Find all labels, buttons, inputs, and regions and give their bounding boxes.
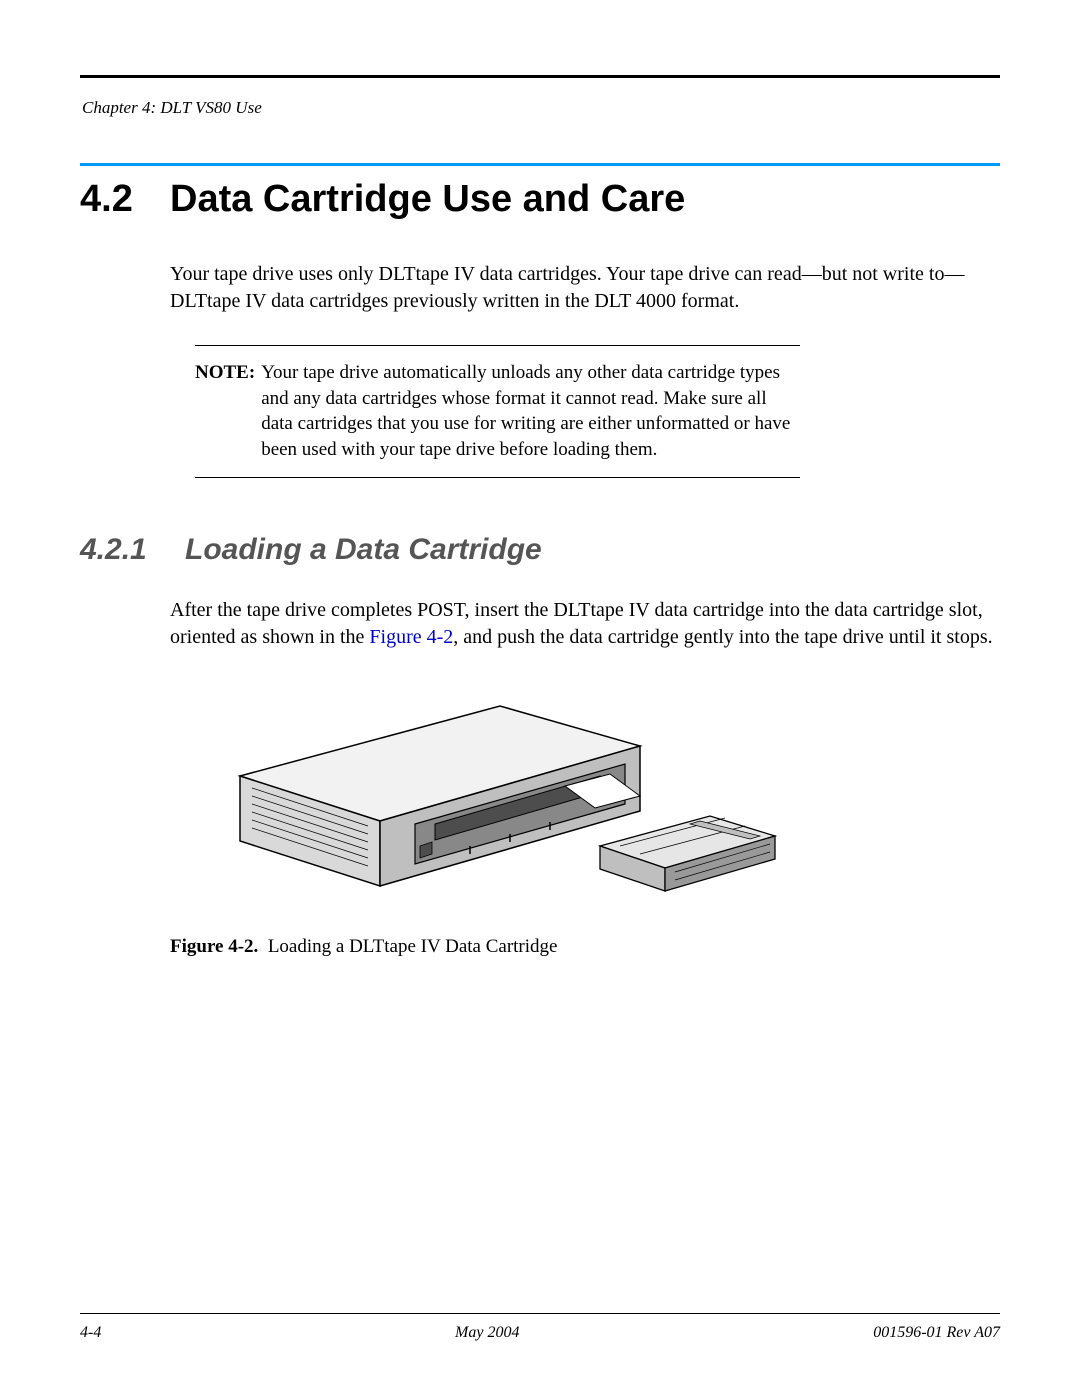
subsection-number: 4.2.1 <box>80 533 185 567</box>
subsection-text-after: , and push the data cartridge gently int… <box>453 626 992 648</box>
subsection-body: After the tape drive completes POST, ins… <box>170 597 1000 651</box>
figure-caption-body: Loading a DLTtape IV Data Cartridge <box>268 936 558 957</box>
top-rule <box>80 75 1000 78</box>
section-title: Data Cartridge Use and Care <box>170 178 685 221</box>
note-box: NOTE: Your tape drive automatically unlo… <box>195 345 800 478</box>
section-heading: 4.2 Data Cartridge Use and Care <box>80 178 1000 221</box>
note-text: Your tape drive automatically unloads an… <box>261 360 800 463</box>
chapter-header: Chapter 4: DLT VS80 Use <box>80 98 1000 118</box>
footer-doc-id: 001596-01 Rev A07 <box>873 1324 1000 1342</box>
figure-illustration <box>170 696 1000 916</box>
section-number: 4.2 <box>80 178 170 221</box>
section-intro-text: Your tape drive uses only DLTtape IV dat… <box>170 261 1000 315</box>
subsection-title: Loading a Data Cartridge <box>185 533 542 567</box>
figure-reference-link[interactable]: Figure 4-2 <box>369 626 453 648</box>
footer-page-number: 4-4 <box>80 1324 101 1342</box>
figure-label: Figure 4-2. <box>170 936 258 957</box>
section-rule <box>80 163 1000 166</box>
figure-caption: Figure 4-2. Loading a DLTtape IV Data Ca… <box>170 936 1000 958</box>
subsection-heading: 4.2.1 Loading a Data Cartridge <box>80 533 1000 567</box>
note-label: NOTE: <box>195 360 261 463</box>
page-footer: 4-4 May 2004 001596-01 Rev A07 <box>80 1313 1000 1342</box>
footer-date: May 2004 <box>455 1324 519 1342</box>
document-page: Chapter 4: DLT VS80 Use 4.2 Data Cartrid… <box>0 0 1080 1397</box>
